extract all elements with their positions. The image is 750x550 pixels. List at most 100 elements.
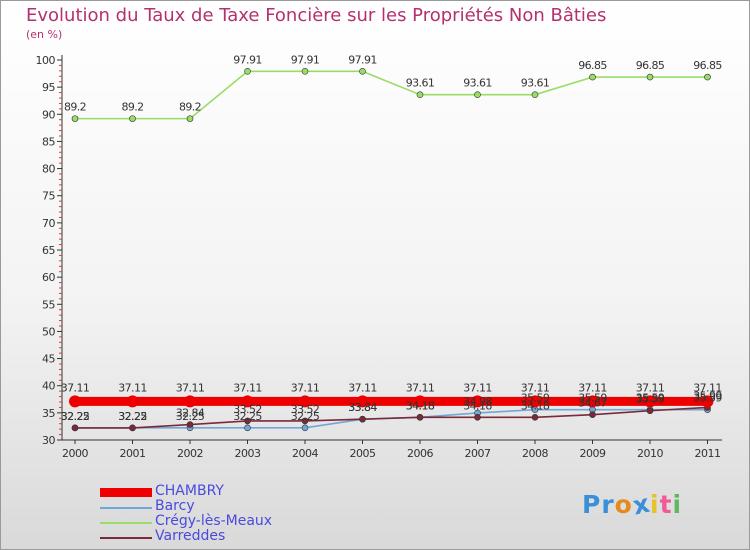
data-label-varreddes: 33.52 — [291, 403, 320, 416]
data-label-varreddes: 32.22 — [61, 410, 90, 423]
data-label-cr-gy-l-s-meaux: 97.91 — [233, 53, 262, 66]
data-point-chambry — [414, 395, 426, 408]
data-point-cr-gy-l-s-meaux — [186, 115, 194, 122]
chart-title: Evolution du Taux de Taxe Foncière sur l… — [26, 5, 607, 26]
data-point-cr-gy-l-s-meaux — [704, 73, 711, 81]
data-label-chambry: 37.11 — [233, 381, 262, 394]
x-tick-label: 2005 — [350, 447, 376, 460]
data-point-barcy — [244, 424, 251, 432]
unit-label: (en %) — [26, 28, 63, 41]
logo-letter: t — [659, 490, 673, 519]
data-label-barcy: 32.25 — [118, 410, 147, 423]
x-tick-label: 2004 — [292, 447, 318, 460]
data-point-chambry — [241, 395, 254, 408]
data-point-varreddes — [531, 414, 539, 421]
y-tick-label: 100 — [36, 54, 56, 67]
data-point-cr-gy-l-s-meaux — [244, 68, 251, 75]
data-label-varreddes: 35.99 — [693, 389, 722, 402]
data-label-varreddes: 35.39 — [636, 393, 665, 406]
y-tick-label: 50 — [42, 325, 55, 338]
data-point-cr-gy-l-s-meaux — [71, 115, 79, 122]
logo-letter: o — [614, 490, 633, 519]
data-label-chambry: 37.11 — [578, 381, 607, 394]
logo-letter: i — [650, 490, 660, 519]
legend-label: Varreddes — [155, 528, 226, 544]
data-label-cr-gy-l-s-meaux: 93.61 — [463, 77, 492, 90]
data-point-cr-gy-l-s-meaux — [301, 68, 309, 75]
data-point-varreddes — [589, 411, 596, 418]
data-label-chambry: 37.11 — [463, 381, 492, 394]
data-point-chambry — [471, 395, 484, 408]
data-label-barcy: 35.59 — [636, 392, 665, 405]
data-point-chambry — [299, 395, 311, 408]
x-tick-label: 2002 — [177, 447, 203, 460]
legend-swatch — [100, 488, 152, 497]
data-point-chambry — [701, 395, 714, 408]
data-label-barcy: 35.59 — [578, 392, 607, 405]
proxiti-logo: Proxiti — [582, 489, 682, 521]
data-point-varreddes — [244, 417, 251, 425]
data-point-varreddes — [186, 421, 194, 428]
data-label-cr-gy-l-s-meaux: 89.2 — [64, 101, 86, 114]
data-label-cr-gy-l-s-meaux: 93.61 — [406, 77, 435, 90]
data-label-cr-gy-l-s-meaux: 89.2 — [179, 101, 201, 114]
logo-letter: r — [601, 490, 615, 519]
y-tick-label: 70 — [42, 217, 55, 230]
y-tick-label: 65 — [42, 244, 55, 257]
data-point-chambry — [184, 395, 196, 408]
data-label-barcy: 35.59 — [693, 392, 722, 405]
data-label-varreddes: 34.67 — [578, 397, 607, 410]
data-point-chambry — [586, 395, 599, 408]
data-point-cr-gy-l-s-meaux — [416, 91, 424, 98]
y-tick-label: 60 — [42, 271, 55, 284]
data-label-cr-gy-l-s-meaux: 96.85 — [693, 59, 722, 72]
data-label-cr-gy-l-s-meaux: 96.85 — [636, 59, 665, 72]
data-label-varreddes: 34.18 — [521, 399, 550, 412]
y-tick-label: 90 — [42, 108, 55, 121]
data-point-chambry — [356, 395, 369, 408]
y-tick-label: 40 — [42, 380, 55, 393]
data-label-chambry: 37.11 — [348, 381, 377, 394]
data-label-varreddes: 34.18 — [463, 399, 492, 412]
x-tick-label: 2006 — [407, 447, 433, 460]
legend-swatch — [100, 537, 152, 539]
y-tick-label: 45 — [42, 353, 55, 366]
data-label-barcy: 33.84 — [348, 401, 377, 414]
data-point-chambry — [126, 395, 139, 408]
data-point-varreddes — [416, 414, 424, 421]
x-tick-label: 2007 — [465, 447, 491, 460]
data-label-varreddes: 33.52 — [233, 403, 262, 416]
data-point-cr-gy-l-s-meaux — [474, 91, 481, 98]
y-tick-label: 80 — [42, 163, 55, 176]
data-label-cr-gy-l-s-meaux: 97.91 — [291, 53, 320, 66]
data-point-cr-gy-l-s-meaux — [531, 91, 539, 98]
data-label-cr-gy-l-s-meaux: 97.91 — [348, 53, 377, 66]
data-label-barcy: 34.18 — [406, 399, 435, 412]
x-tick-label: 2001 — [120, 447, 146, 460]
series-line-cr-gy-l-s-meaux — [75, 70, 708, 120]
data-point-varreddes — [71, 424, 79, 432]
data-label-varreddes: 32.22 — [118, 410, 147, 423]
y-tick-label: 75 — [42, 190, 55, 203]
data-label-chambry: 37.11 — [406, 381, 435, 394]
data-label-chambry: 37.11 — [176, 381, 205, 394]
data-point-cr-gy-l-s-meaux — [129, 115, 136, 122]
data-label-barcy: 34.98 — [463, 395, 492, 408]
x-tick-label: 2010 — [637, 447, 663, 460]
data-label-varreddes: 32.84 — [176, 407, 205, 420]
data-label-chambry: 37.11 — [61, 381, 90, 394]
data-point-cr-gy-l-s-meaux — [589, 73, 596, 81]
data-point-varreddes — [301, 417, 309, 425]
data-label-varreddes: 33.84 — [348, 401, 377, 414]
data-label-barcy: 32.25 — [176, 410, 205, 423]
x-tick-label: 2000 — [62, 447, 88, 460]
legend-label: Barcy — [155, 498, 195, 514]
data-label-chambry: 37.11 — [118, 381, 147, 394]
x-tick-label: 2008 — [522, 447, 548, 460]
data-label-barcy: 35.59 — [521, 392, 550, 405]
legend-swatch — [100, 507, 152, 509]
data-point-cr-gy-l-s-meaux — [646, 73, 654, 81]
data-point-varreddes — [129, 424, 136, 432]
data-label-varreddes: 34.18 — [406, 399, 435, 412]
